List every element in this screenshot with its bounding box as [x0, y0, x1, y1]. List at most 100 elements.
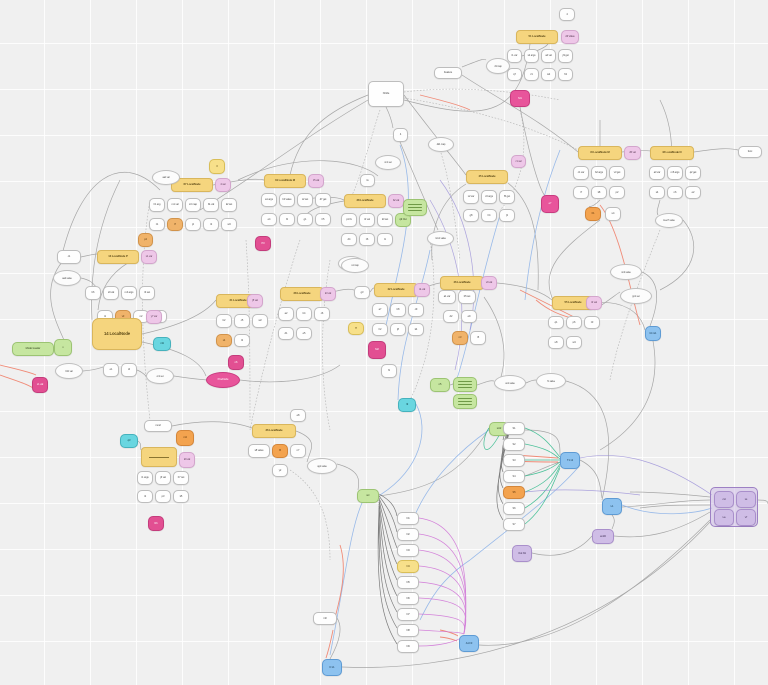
graph-node-k4[interactable]: b3 value [279, 193, 295, 207]
graph-node-v4[interactable]: b8 [390, 303, 406, 317]
graph-node-h5[interactable]: s9 val [103, 286, 119, 300]
graph-node-x4[interactable]: p6 [566, 316, 582, 329]
graph-node-fb5[interactable]: S4 [503, 470, 525, 483]
graph-node-r6[interactable]: r7 [573, 186, 589, 199]
graph-node-x6[interactable]: u8 [548, 336, 564, 349]
graph-node-q3[interactable]: a2 [278, 307, 294, 321]
graph-node-r9[interactable]: F1 [585, 207, 601, 221]
graph-node-w8[interactable]: r5 [470, 331, 486, 345]
graph-node-u5[interactable]: dd1 map [428, 137, 454, 152]
graph-node-x10[interactable]: b4 m1 [645, 326, 661, 341]
graph-node-m6[interactable]: g8 [463, 209, 479, 222]
graph-node-gp3[interactable]: La [714, 509, 734, 526]
graph-node-j2[interactable]: 4 var [215, 178, 231, 192]
graph-node-z11[interactable]: k5 [173, 490, 189, 503]
graph-node-q1[interactable]: 28 LocalNode [280, 287, 324, 301]
graph-node-j12[interactable]: r2 [203, 218, 219, 231]
graph-node-p4[interactable]: c5 [234, 314, 250, 328]
graph-node-w7[interactable]: n3 [452, 331, 468, 345]
graph-node-j7[interactable]: b1 val [203, 198, 219, 212]
graph-node-w5[interactable]: d2 [443, 310, 459, 323]
graph-node-t4[interactable]: t1 var [507, 49, 522, 63]
graph-node-t12[interactable]: M1 [510, 90, 530, 107]
graph-node-gp2[interactable]: Ls [736, 491, 756, 508]
graph-node-w2[interactable]: v9 val [481, 276, 497, 290]
graph-node-v6[interactable]: h2 [372, 323, 388, 336]
graph-node-aa1[interactable]: 36 LocalNode [252, 424, 296, 438]
graph-node-t6[interactable]: a4 val [541, 49, 556, 63]
graph-node-j15[interactable]: p4 [138, 233, 153, 247]
graph-node-h4[interactable]: b6 [85, 286, 101, 300]
graph-node-q7[interactable]: e5 [296, 327, 312, 340]
graph-node-y6[interactable]: oo1 value [494, 375, 526, 391]
graph-node-r10[interactable]: u4 [605, 207, 621, 221]
graph-node-r4[interactable]: b2 args [591, 166, 607, 180]
graph-node-gp4[interactable]: v7 [736, 509, 756, 526]
graph-node-aa6[interactable]: qq1 value [307, 458, 337, 474]
graph-node-v7[interactable]: j8 [390, 323, 406, 336]
graph-node-r7[interactable]: k8 [591, 186, 607, 199]
graph-node-j9[interactable]: z1 [149, 218, 165, 231]
graph-node-v8[interactable]: k4 [408, 323, 424, 336]
graph-node-c3[interactable]: 1v [360, 174, 375, 187]
graph-node-v5[interactable]: c9 [408, 303, 424, 317]
graph-node-r20[interactable]: e7 [541, 195, 559, 213]
graph-node-q6[interactable]: d1 [278, 327, 294, 340]
graph-node-q5[interactable]: c6 [314, 307, 330, 321]
graph-node-fa12[interactable]: infl [313, 612, 337, 625]
graph-node-c4[interactable]: p1 fix [341, 213, 357, 227]
graph-node-k1[interactable]: 31 LocalNode M [264, 174, 306, 188]
graph-node-t11[interactable]: h3 [558, 68, 573, 81]
graph-node-u2[interactable]: x9 map [486, 58, 510, 74]
graph-node-j14[interactable]: aa1 val [152, 170, 180, 185]
graph-node-fb3[interactable]: S2 [503, 438, 525, 451]
graph-node-h1[interactable]: 13 LocalNode P [97, 250, 139, 264]
graph-node-x8[interactable]: nn2 value [610, 264, 642, 280]
graph-node-r18[interactable]: tree P value [655, 213, 683, 228]
graph-node-p2[interactable]: j5 val [247, 294, 263, 308]
graph-node-m7[interactable]: h4 [481, 209, 497, 222]
graph-node-r3[interactable]: c1 var [573, 166, 589, 180]
graph-node-u1[interactable]: Feature [434, 67, 462, 79]
graph-node-m4[interactable]: c3 args [481, 190, 497, 204]
graph-node-z1[interactable]: mm2 [144, 420, 172, 432]
graph-node-x9[interactable]: pp1 set [620, 288, 652, 304]
graph-node-r13[interactable]: m5 args [667, 166, 683, 180]
graph-node-fa6[interactable]: N5 [397, 576, 419, 589]
graph-node-v1[interactable]: 42 LocalNode [374, 283, 418, 297]
graph-node-j10[interactable]: t7 [167, 218, 183, 231]
graph-node-fa2[interactable]: N1 [397, 512, 419, 525]
graph-node-p9[interactable]: n6 [228, 355, 244, 370]
graph-node-c12[interactable]: mm1 value [427, 231, 454, 246]
graph-node-y3[interactable] [453, 394, 477, 409]
graph-node-g9[interactable]: cc1 set [146, 368, 174, 384]
graph-node-fb10[interactable]: Out N1 [512, 545, 532, 562]
graph-node-fa3[interactable]: N2 [397, 528, 419, 541]
graph-node-k10[interactable]: h5 [315, 213, 331, 226]
graph-node-p5[interactable]: w2 [252, 314, 268, 328]
graph-node-g2[interactable]: y7 var [146, 310, 162, 324]
graph-node-fb12[interactable]: en1D [592, 529, 614, 544]
graph-node-t2[interactable]: 51 LocalNode [516, 30, 558, 44]
graph-node-z6[interactable]: t1 args [137, 471, 153, 485]
graph-node-j8[interactable]: k2 set [221, 198, 237, 212]
graph-node-v3[interactable]: a7 [372, 303, 388, 317]
graph-node-x2[interactable]: t2 val [586, 296, 602, 310]
graph-node-fa1[interactable]: src [357, 489, 379, 503]
graph-node-w6[interactable]: e9 [461, 310, 477, 323]
graph-node-z4[interactable] [141, 447, 177, 467]
graph-node-w1[interactable]: 46 LocalNode [440, 276, 484, 290]
graph-node-c2[interactable]: b2 val [388, 194, 404, 208]
graph-node-z3[interactable]: m3 [176, 430, 194, 446]
graph-node-z7[interactable]: j6 val [155, 471, 171, 485]
graph-node-c11[interactable] [403, 199, 427, 216]
graph-node-r2[interactable]: d5 val [624, 146, 641, 160]
graph-node-h12[interactable]: aa2 value [53, 270, 81, 286]
graph-node-m2[interactable]: r1 val [511, 155, 526, 168]
graph-node-r5[interactable]: v3 get [609, 166, 625, 180]
graph-node-j11[interactable]: j4 [185, 218, 201, 231]
graph-node-q2[interactable]: k3 val [320, 287, 336, 301]
graph-node-t8[interactable]: q7 [507, 68, 522, 81]
graph-node-g1[interactable]: 14 LocalNode [92, 318, 142, 350]
